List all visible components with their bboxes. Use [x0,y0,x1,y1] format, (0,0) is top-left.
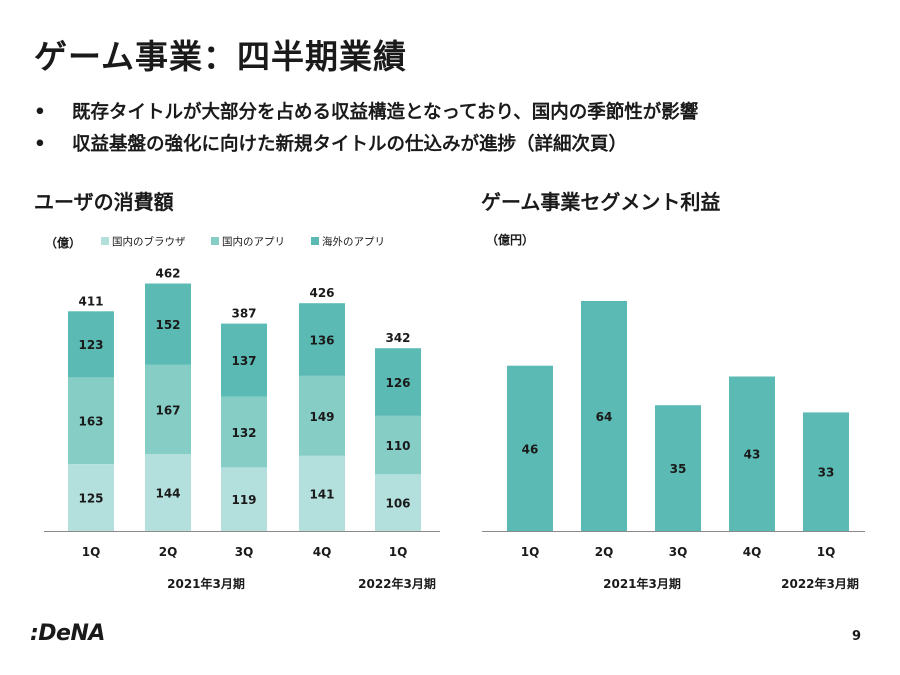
bar [655,405,701,531]
legend-label: 国内のアプリ [222,235,285,248]
bar-segment [221,323,267,397]
x-tick-label: 1Q [521,545,540,559]
fiscal-year-label: 2022年3月期 [358,576,436,591]
total-value-label: 411 [78,294,103,308]
x-tick-label: 1Q [82,545,101,559]
bar-segment [68,377,114,465]
bullet-dot: • [34,134,46,155]
bar [729,376,775,531]
bar-segment [299,303,345,376]
total-value-label: 426 [309,286,334,300]
segment-value-label: 144 [155,487,180,501]
segment-value-label: 123 [78,338,103,352]
x-tick-label: 2Q [595,545,614,559]
legend-label: 海外のアプリ [322,235,385,248]
legend-swatch [311,237,319,245]
segment-value-label: 167 [155,403,180,417]
bullet-dot: • [34,102,46,123]
bar-value-label: 46 [522,442,539,456]
bar-segment [68,311,114,378]
bar [507,365,553,531]
segment-value-label: 163 [78,415,103,429]
bar-value-label: 43 [744,448,761,462]
bar-segment [375,348,421,416]
bar-segment [145,364,191,454]
bar-segment [145,283,191,365]
legend-label: 国内のブラウザ [112,235,186,248]
bar-segment [221,467,267,531]
x-tick-label: 1Q [817,545,836,559]
segment-value-label: 152 [155,318,180,332]
bullet-text: 収益基盤の強化に向けた新規タイトルの仕込みが進捗（詳細次頁） [72,134,628,155]
dena-logo: :DeNA [30,621,105,646]
page-number: 9 [852,629,862,644]
x-tick-label: 1Q [389,545,408,559]
fiscal-year-label: 2021年3月期 [167,576,245,591]
bar-segment [375,474,421,531]
x-tick-label: 4Q [313,545,332,559]
consumption-chart-title: ユーザの消費額 [34,190,174,214]
bar-segment [375,415,421,475]
x-tick-label: 3Q [235,545,254,559]
bar-segment [68,464,114,531]
bar-segment [299,455,345,531]
legend-swatch [101,237,109,245]
segment-value-label: 119 [231,493,256,507]
unit-label: （億） [45,235,81,250]
unit-label: （億円） [486,232,534,247]
bullet-text: 既存タイトルが大部分を占める収益構造となっており、国内の季節性が影響 [72,102,699,123]
segment-value-label: 149 [309,410,334,424]
x-tick-label: 3Q [669,545,688,559]
bar-segment [299,376,345,456]
segment-value-label: 125 [78,492,103,506]
x-tick-label: 4Q [743,545,762,559]
consumption-stacked-bar-chart: （億） 国内のブラウザ 国内のアプリ 海外のアプリ 125 163 123 411 1Q 144 1… [44,235,440,591]
bullet-item: • 収益基盤の強化に向けた新規タイトルの仕込みが進捗（詳細次頁） [34,129,698,161]
segment-profit-bar-chart: （億円） 46 1Q 64 2Q 35 3Q 43 4Q 33 1Q 2021年3月期 2022年3月期 [482,232,865,591]
segment-value-label: 110 [385,439,410,453]
segment-value-label: 136 [309,334,334,348]
segment-value-label: 141 [309,487,334,501]
fiscal-year-label: 2022年3月期 [781,576,859,591]
bar-value-label: 35 [670,462,687,476]
bar-value-label: 64 [596,410,613,424]
bar [581,301,627,531]
total-value-label: 342 [385,331,410,345]
bar-segment [145,454,191,531]
bar-value-label: 33 [818,466,835,480]
bar-segment [221,396,267,468]
profit-chart-title: ゲーム事業セグメント利益 [481,190,721,214]
total-value-label: 387 [231,307,256,321]
fiscal-year-label: 2021年3月期 [603,576,681,591]
total-value-label: 462 [155,267,180,281]
segment-value-label: 106 [385,497,410,511]
x-tick-label: 2Q [159,545,178,559]
segment-value-label: 126 [385,376,410,390]
bullet-item: • 既存タイトルが大部分を占める収益構造となっており、国内の季節性が影響 [34,97,698,129]
bullet-list: • 既存タイトルが大部分を占める収益構造となっており、国内の季節性が影響 • 収益基… [34,97,698,161]
bar [803,412,849,531]
segment-value-label: 137 [231,354,256,368]
segment-value-label: 132 [231,426,256,440]
legend-swatch [211,237,219,245]
page-title: ゲーム事業：四半期業績 [34,37,408,76]
